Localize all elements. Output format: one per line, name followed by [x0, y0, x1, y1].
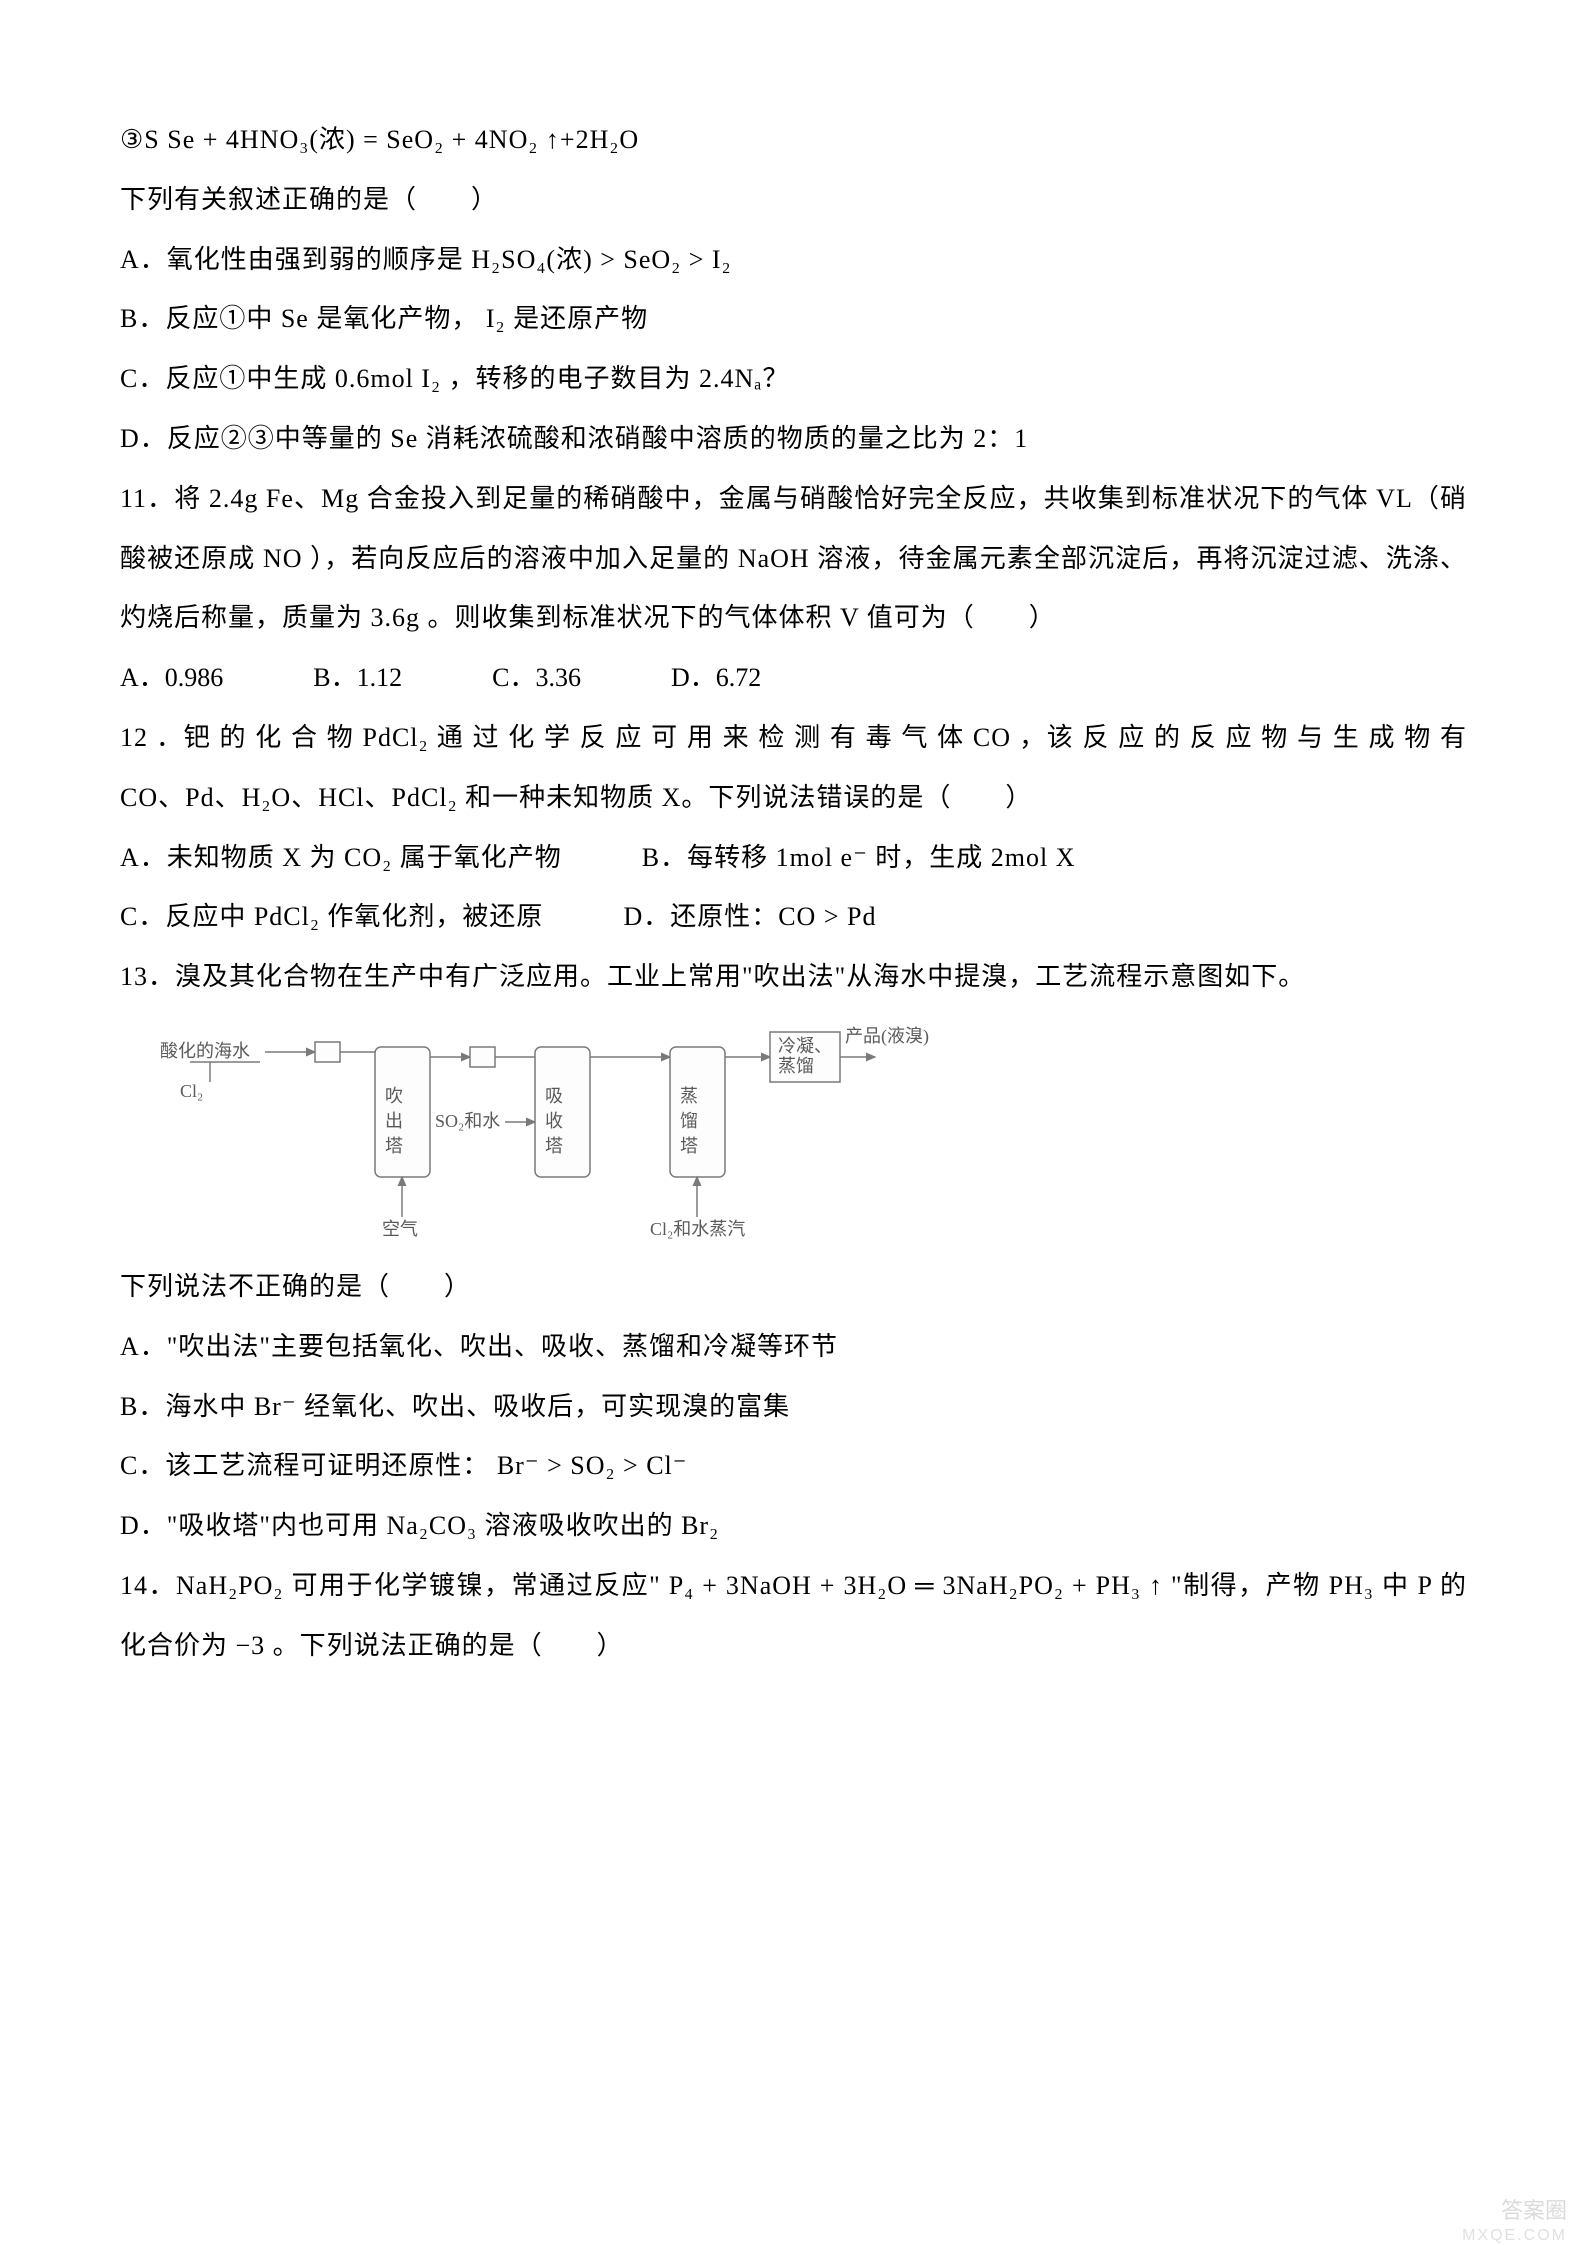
- q13-opt-c: C．该工艺流程可证明还原性： Br⁻ > SO₂ > Cl⁻: [120, 1436, 1467, 1496]
- label-distill-tower-1: 蒸: [680, 1086, 698, 1106]
- q12-opt-c: C．反应中 PdCl₂ 作氧化剂，被还原: [120, 887, 543, 947]
- label-so2: SO₂和水: [435, 1111, 500, 1131]
- label-absorb-tower-1: 吸: [545, 1086, 563, 1106]
- label-distill-tower-2: 馏: [680, 1111, 698, 1131]
- question-11-options: A．0.986 B．1.12 C．3.36 D．6.72: [120, 648, 1467, 708]
- watermark-logo: 答案圈: [1501, 2193, 1567, 2225]
- label-seawater: 酸化的海水: [160, 1041, 250, 1061]
- label-blow-tower-1: 吹: [385, 1086, 403, 1106]
- label-cl2: Cl₂: [180, 1081, 203, 1101]
- question-14: 14．NaH₂PO₂ 可用于化学镀镍，常通过反应" P₄ + 3NaOH + 3…: [120, 1556, 1467, 1676]
- label-air: 空气: [382, 1219, 418, 1239]
- option-c: C．反应①中生成 0.6mol I₂ ，转移的电子数目为 2.4Nₐ？: [120, 349, 1467, 409]
- label-product: 产品(液溴): [845, 1026, 929, 1047]
- q13-opt-a: A．"吹出法"主要包括氧化、吹出、吸收、蒸馏和冷凝等环节: [120, 1317, 1467, 1377]
- q11-opt-c: C．3.36: [492, 648, 581, 708]
- page-container: ③S Se + 4HNO₃(浓) = SeO₂ + 4NO₂ ↑+2H₂O 下列…: [0, 0, 1587, 2245]
- q11-opt-b: B．1.12: [313, 648, 402, 708]
- label-blow-tower-3: 塔: [385, 1136, 403, 1156]
- label-cool-1: 冷凝、: [778, 1036, 832, 1056]
- equation-3: ③S Se + 4HNO₃(浓) = SeO₂ + 4NO₂ ↑+2H₂O: [120, 110, 1467, 170]
- question-11: 11．将 2.4g Fe、Mg 合金投入到足量的稀硝酸中，金属与硝酸恰好完全反应…: [120, 469, 1467, 648]
- label-cl2-steam: Cl₂和水蒸汽: [650, 1219, 745, 1239]
- option-a: A．氧化性由强到弱的顺序是 H₂SO₄(浓) > SeO₂ > I₂: [120, 230, 1467, 290]
- option-d: D．反应②③中等量的 Se 消耗浓硫酸和浓硝酸中溶质的物质的量之比为 2：1: [120, 409, 1467, 469]
- question-stem: 下列有关叙述正确的是（ ）: [120, 170, 1467, 230]
- q12-opt-b: B．每转移 1mol e⁻ 时，生成 2mol X: [642, 828, 1076, 888]
- question-12: 12 ．钯 的 化 合 物 PdCl₂ 通 过 化 学 反 应 可 用 来 检 …: [120, 708, 1467, 828]
- q12-opt-d: D．还原性：CO > Pd: [623, 887, 876, 947]
- question-13: 13．溴及其化合物在生产中有广泛应用。工业上常用"吹出法"从海水中提溴，工艺流程…: [120, 947, 1467, 1007]
- label-absorb-tower-3: 塔: [545, 1136, 563, 1156]
- q11-opt-d: D．6.72: [671, 648, 761, 708]
- watermark-url: MXQE.COM: [1462, 2227, 1567, 2245]
- process-flow-diagram: 酸化的海水 Cl₂ 吹 出 塔 空气 SO₂和水: [160, 1017, 940, 1247]
- label-absorb-tower-2: 收: [545, 1111, 563, 1131]
- question-13-stem: 下列说法不正确的是（ ）: [120, 1257, 1467, 1317]
- label-distill-tower-3: 塔: [680, 1136, 698, 1156]
- q12-opt-a: A．未知物质 X 为 CO₂ 属于氧化产物: [120, 828, 562, 888]
- q11-opt-a: A．0.986: [120, 648, 223, 708]
- q13-opt-b: B．海水中 Br⁻ 经氧化、吹出、吸收后，可实现溴的富集: [120, 1377, 1467, 1437]
- label-blow-tower-2: 出: [385, 1111, 403, 1131]
- q13-opt-d: D．"吸收塔"内也可用 Na₂CO₃ 溶液吸收吹出的 Br₂: [120, 1496, 1467, 1556]
- label-cool-2: 蒸馏: [778, 1056, 814, 1076]
- option-b: B．反应①中 Se 是氧化产物， I₂ 是还原产物: [120, 289, 1467, 349]
